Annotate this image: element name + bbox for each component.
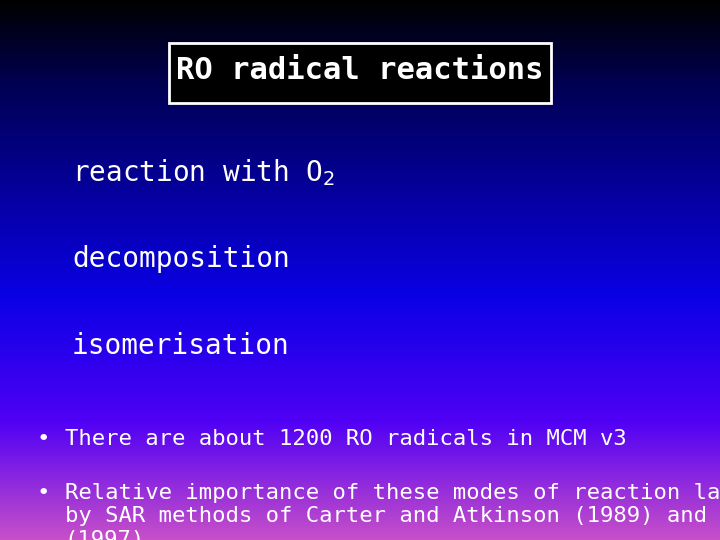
Text: isomerisation: isomerisation [72, 332, 289, 360]
Text: •: • [36, 483, 50, 503]
Text: •: • [36, 429, 50, 449]
Text: reaction with O$_2$: reaction with O$_2$ [72, 157, 336, 188]
Text: RO radical reactions: RO radical reactions [176, 56, 544, 85]
Text: decomposition: decomposition [72, 245, 289, 273]
FancyBboxPatch shape [169, 43, 551, 103]
Text: There are about 1200 RO radicals in MCM v3: There are about 1200 RO radicals in MCM … [65, 429, 626, 449]
Text: Relative importance of these modes of reaction largely defined
by SAR methods of: Relative importance of these modes of re… [65, 483, 720, 540]
